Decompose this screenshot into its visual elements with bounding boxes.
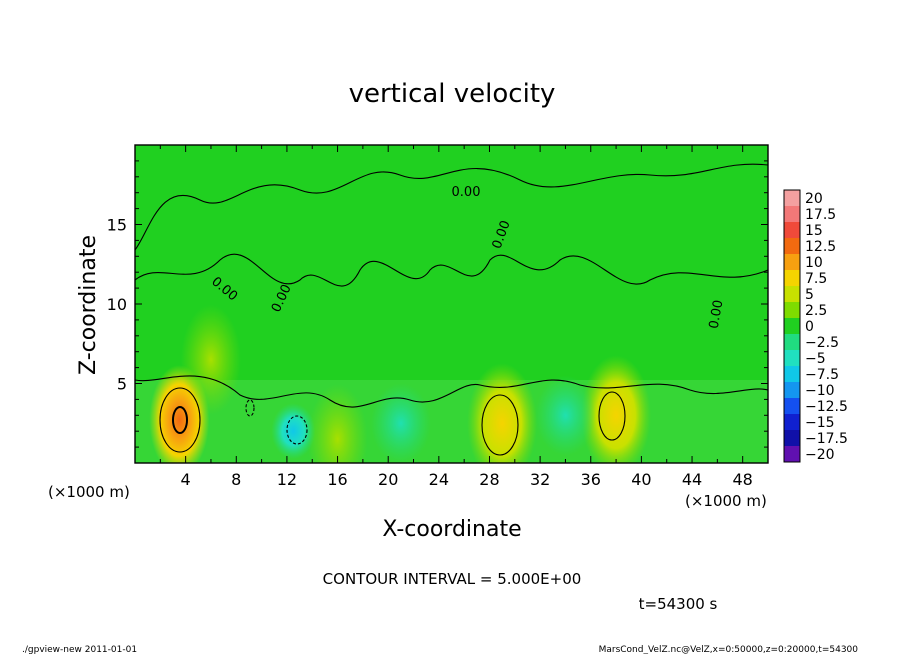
y-tick-label: 5 [117,375,127,394]
colorbar-swatch [784,206,800,223]
velocity-feature [307,384,368,463]
feature-layer [149,304,652,463]
colorbar-label: 2.5 [805,303,827,319]
colorbar-label: −2.5 [805,335,839,351]
x-axis-label: X-coordinate [382,517,521,542]
velocity-feature [535,375,596,456]
x-axis-ticks: 4 8 12 16 20 24 28 32 36 40 44 48 [159,145,753,489]
colorbar-label: 20 [805,191,823,207]
x-tick-label: 28 [479,470,499,489]
x-tick-label: 24 [429,470,449,489]
colorbar-swatch [784,334,800,351]
colorbar-swatch [784,190,800,207]
chart-title: vertical velocity [349,79,556,109]
colorbar-swatch [784,318,800,335]
colorbar-label: 0 [805,319,814,335]
contour-zero-mid [135,253,768,287]
contour-hotspot-4km-inner [172,406,188,434]
colorbar-swatch [784,414,800,431]
x-axis-unit-right: (×1000 m) [685,492,767,510]
x-tick-label: 48 [733,470,753,489]
colorbar-swatch [784,222,800,239]
x-axis-unit-left: (×1000 m) [48,483,130,501]
colorbar-swatch [784,398,800,415]
colorbar-swatch [784,238,800,255]
y-tick-label: 15 [107,216,127,235]
colorbar-swatch [784,302,800,319]
velocity-feature [271,403,316,460]
x-tick-label: 44 [682,470,702,489]
contour-hotspot-37km [598,391,626,441]
contour-hotspot-4km-outer [159,387,201,453]
velocity-feature [180,304,241,415]
contour-zero-lower [135,375,768,408]
colorbar-swatch [784,446,800,463]
contour-hotspot-28km [481,394,519,456]
colorbar: 2017.51512.5107.552.50−2.5−5−7.5−10−12.5… [783,189,848,463]
velocity-feature [467,363,538,463]
colorbar-swatch [784,366,800,383]
colorbar-label: 7.5 [805,271,827,287]
colorbar-swatch [784,286,800,303]
contour-label: 0.00 [452,185,481,200]
contour-label: 0.00 [707,299,727,330]
y-axis-ticks: 5 10 15 [107,160,768,448]
x-tick-label: 4 [181,470,191,489]
contour-cool-10km [245,399,255,417]
colorbar-swatch [784,254,800,271]
colorbar-label: −15 [805,415,835,431]
x-tick-label: 20 [378,470,398,489]
colorbar-swatch [784,270,800,287]
colorbar-label: −20 [805,447,835,463]
colorbar-swatch [784,382,800,399]
colorbar-label: −10 [805,383,835,399]
contour-cool-12km [286,415,308,445]
colorbar-swatch [784,350,800,367]
time-note: t=54300 s [639,595,718,613]
colorbar-label: −5 [805,351,826,367]
contour-interval-note: CONTOUR INTERVAL = 5.000E+00 [323,570,582,588]
colorbar-frame [783,189,801,463]
x-tick-label: 16 [327,470,347,489]
colorbar-label: −12.5 [805,399,848,415]
low-level-band [135,380,768,463]
x-tick-label: 36 [581,470,601,489]
velocity-feature [370,383,431,463]
x-tick-label: 40 [631,470,651,489]
footer-left: ./gpview-new 2011-01-01 [22,645,137,654]
colorbar-label: −7.5 [805,367,839,383]
colorbar-label: −17.5 [805,431,848,447]
footer-right: MarsCond_VelZ.nc@VelZ,x=0:50000,z=0:2000… [599,645,859,654]
x-tick-label: 32 [530,470,550,489]
colorbar-label: 10 [805,255,823,271]
x-tick-label: 12 [277,470,297,489]
colorbar-label: 17.5 [805,207,836,223]
colorbar-label: 5 [805,287,814,303]
contour-zero-upper [135,163,768,251]
x-tick-label: 8 [231,470,241,489]
velocity-feature [581,355,652,463]
colorbar-swatch [784,430,800,447]
plot-area: 0.00 0.00 0.00 0.00 0.00 [135,145,768,463]
colorbar-label: 12.5 [805,239,836,255]
y-axis-label: Z-coordinate [76,235,101,375]
colorbar-label: 15 [805,223,823,239]
contour-lines [135,163,768,456]
y-tick-label: 10 [107,295,127,314]
